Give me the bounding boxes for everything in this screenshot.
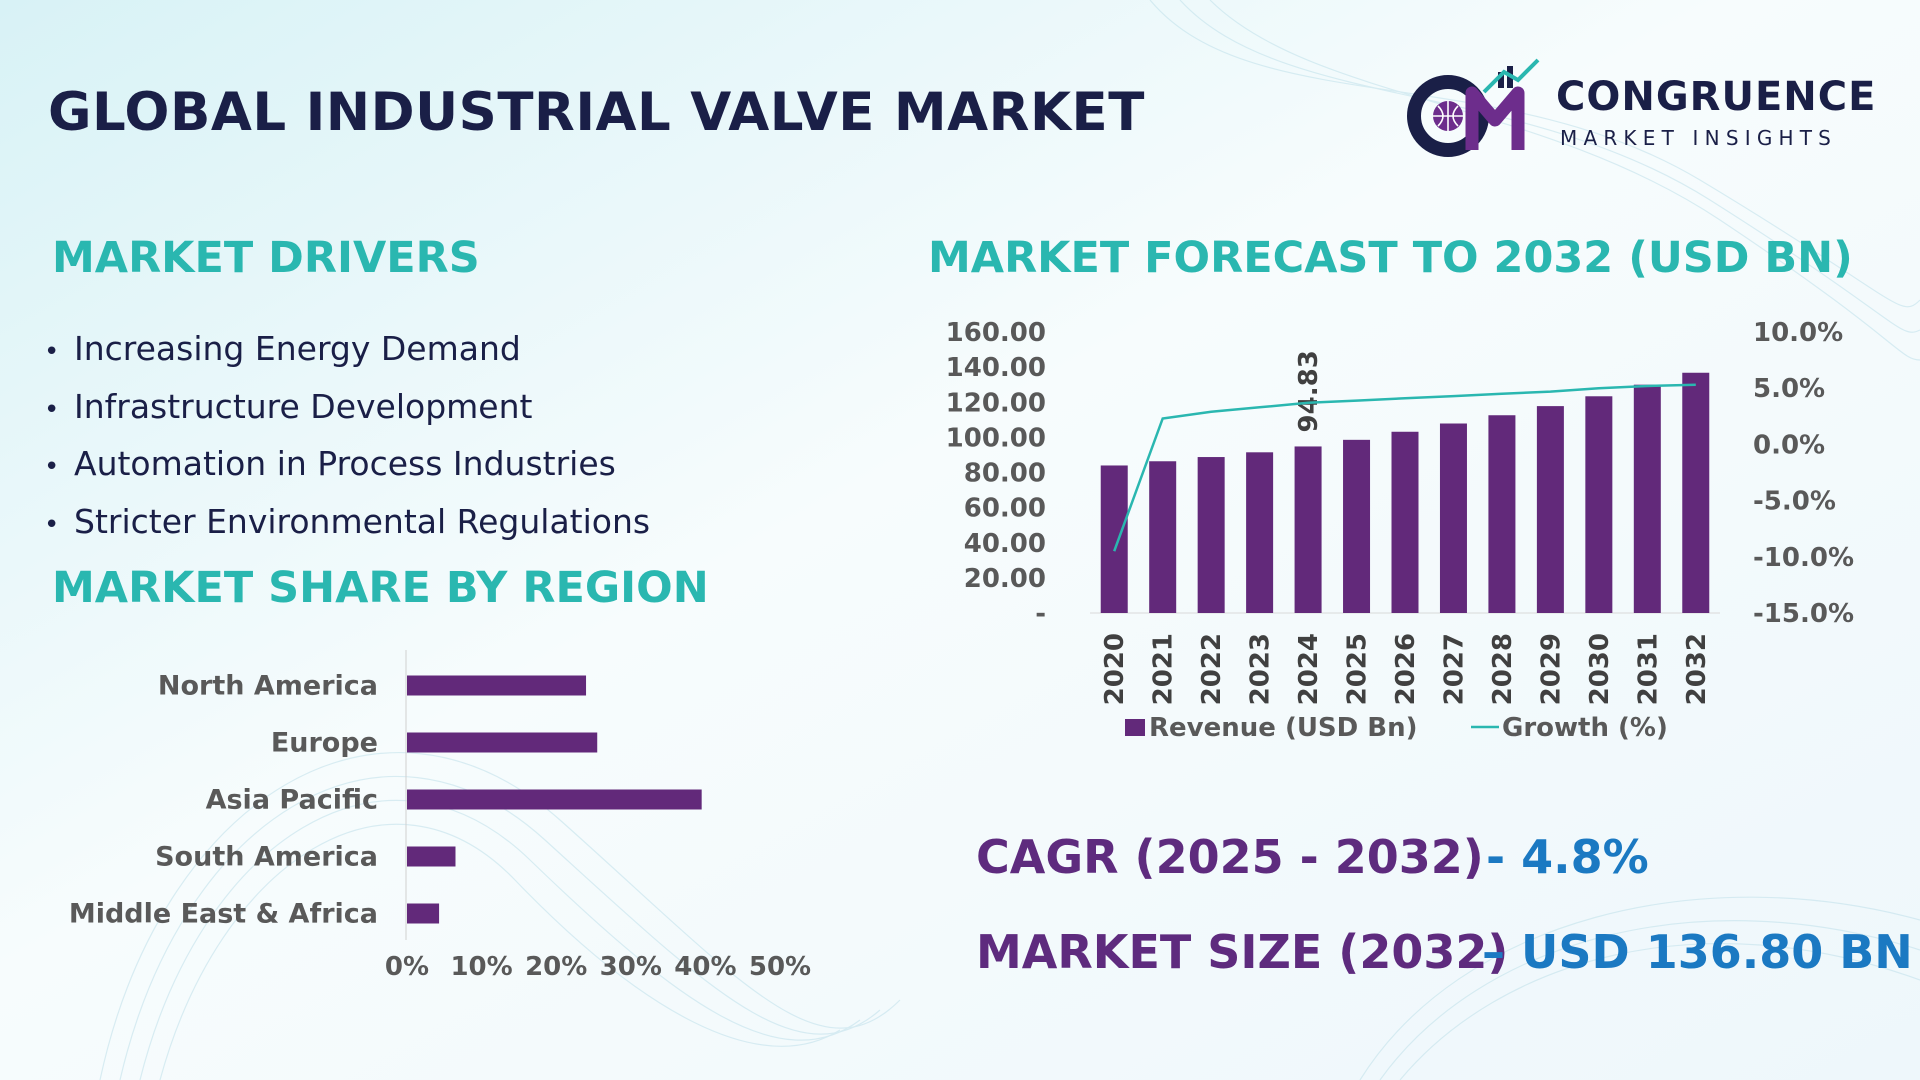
region-bar — [407, 732, 598, 753]
forecast-right-tick: -10.0% — [1753, 543, 1854, 573]
forecast-bar — [1439, 423, 1467, 613]
forecast-x-tick: 2031 — [1633, 633, 1663, 705]
driver-item: Stricter Environmental Regulations — [44, 495, 650, 553]
forecast-x-tick: 2024 — [1294, 633, 1324, 705]
market-size-value: – USD 136.80 BN — [1482, 925, 1913, 979]
region-label: Middle East & Africa — [69, 899, 378, 930]
region-label: South America — [155, 842, 378, 873]
forecast-bar — [1294, 446, 1322, 613]
forecast-x-tick: 2022 — [1197, 633, 1227, 705]
region-heading: MARKET SHARE BY REGION — [52, 563, 709, 613]
forecast-right-tick: -5.0% — [1753, 487, 1836, 517]
region-x-tick: 20% — [525, 952, 587, 982]
forecast-x-tick: 2027 — [1439, 633, 1469, 705]
region-x-tick: 10% — [450, 952, 512, 982]
forecast-left-tick: - — [1035, 599, 1046, 629]
forecast-left-tick: 160.00 — [946, 318, 1046, 348]
forecast-bar — [1149, 461, 1177, 613]
legend-growth-label: Growth (%) — [1502, 713, 1668, 743]
forecast-right-tick: -15.0% — [1753, 599, 1854, 629]
forecast-chart: - 20.00 40.00 60.00 80.00 100.00 120.00 140.00 1… — [946, 318, 1854, 743]
cagr-value: - 4.8% — [1486, 830, 1649, 884]
brand-name: CONGRUENCE — [1556, 74, 1877, 120]
driver-item: Automation in Process Industries — [44, 437, 650, 495]
forecast-left-tick: 60.00 — [964, 494, 1046, 524]
forecast-bar — [1343, 439, 1371, 613]
forecast-right-tick: 10.0% — [1753, 318, 1843, 348]
region-x-tick: 50% — [749, 952, 811, 982]
forecast-x-tick: 2029 — [1536, 633, 1566, 705]
forecast-x-tick: 2026 — [1391, 633, 1421, 705]
forecast-left-tick: 120.00 — [946, 388, 1046, 418]
logo-c-ring — [1407, 75, 1489, 157]
forecast-left-tick: 140.00 — [946, 353, 1046, 383]
legend-revenue-swatch — [1125, 719, 1145, 736]
forecast-bar — [1536, 406, 1564, 613]
logo-m-mark — [1465, 86, 1525, 150]
market-size-label: MARKET SIZE (2032) — [976, 925, 1509, 979]
forecast-bar — [1391, 431, 1419, 613]
forecast-x-tick: 2030 — [1585, 633, 1615, 705]
cagr-label: CAGR (2025 - 2032) — [976, 830, 1484, 884]
brand-tagline: MARKET INSIGHTS — [1560, 126, 1838, 150]
forecast-left-tick: 80.00 — [964, 459, 1046, 489]
brand-logo — [1407, 58, 1540, 157]
forecast-bar — [1100, 465, 1128, 613]
legend-revenue-label: Revenue (USD Bn) — [1149, 713, 1418, 743]
forecast-bar — [1682, 372, 1710, 613]
forecast-left-tick: 40.00 — [964, 529, 1046, 559]
forecast-bar — [1488, 415, 1516, 613]
region-label: North America — [158, 671, 378, 702]
driver-item: Increasing Energy Demand — [44, 322, 650, 380]
forecast-right-tick: 5.0% — [1753, 374, 1825, 404]
forecast-bar — [1197, 457, 1225, 613]
forecast-data-label: 94.83 — [1294, 350, 1324, 432]
region-x-tick: 0% — [385, 952, 429, 982]
drivers-heading: MARKET DRIVERS — [52, 233, 480, 283]
forecast-x-tick: 2028 — [1488, 633, 1518, 705]
region-x-tick: 30% — [600, 952, 662, 982]
forecast-left-tick: 100.00 — [946, 423, 1046, 453]
forecast-x-tick: 2023 — [1246, 633, 1276, 705]
forecast-heading: MARKET FORECAST TO 2032 (USD BN) — [928, 233, 1853, 283]
region-share-chart: North America Europe Asia Pacific South Ame… — [69, 650, 811, 982]
region-bar — [407, 846, 456, 867]
driver-item: Infrastructure Development — [44, 380, 650, 438]
region-bar — [407, 789, 702, 810]
drivers-list: Increasing Energy Demand Infrastructure … — [44, 322, 650, 552]
region-bar — [407, 903, 440, 924]
forecast-x-tick: 2025 — [1343, 633, 1373, 705]
forecast-bar — [1246, 452, 1274, 613]
page-title: GLOBAL INDUSTRIAL VALVE MARKET — [48, 82, 1145, 143]
region-label: Europe — [271, 728, 378, 759]
region-x-tick: 40% — [674, 952, 736, 982]
region-label: Asia Pacific — [206, 785, 378, 816]
forecast-x-tick: 2020 — [1100, 633, 1130, 705]
forecast-x-tick: 2032 — [1682, 633, 1712, 705]
region-bar — [407, 675, 587, 696]
forecast-x-tick: 2021 — [1149, 633, 1179, 705]
growth-line — [1113, 383, 1696, 552]
forecast-bar — [1585, 396, 1613, 613]
forecast-right-tick: 0.0% — [1753, 430, 1825, 460]
forecast-bar — [1633, 384, 1661, 613]
forecast-left-tick: 20.00 — [964, 564, 1046, 594]
